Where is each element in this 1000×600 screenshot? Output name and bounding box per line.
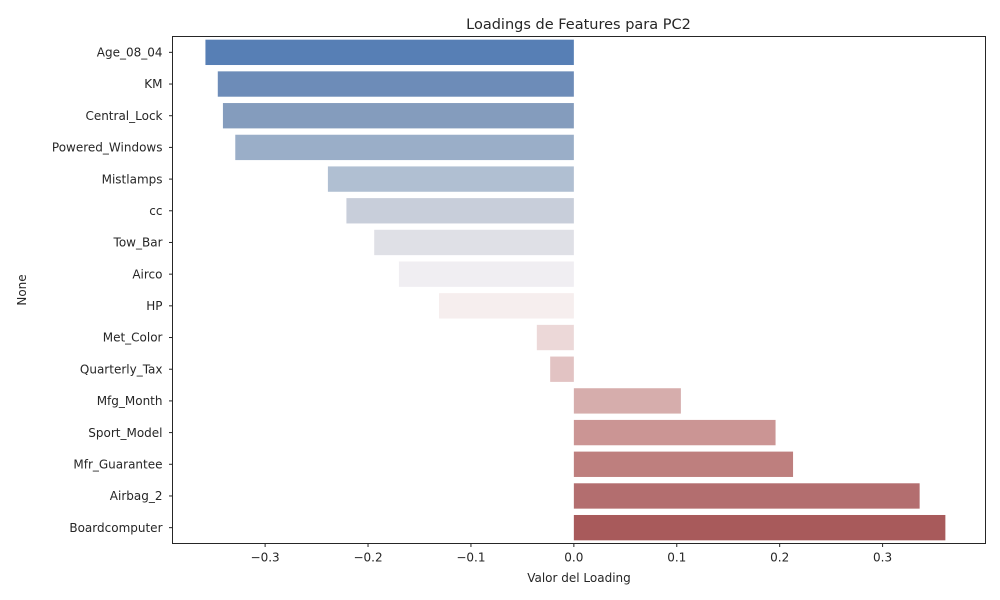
y-tick-label: Powered_Windows	[52, 141, 163, 155]
y-tick-label: Sport_Model	[88, 426, 162, 440]
bar-km	[217, 71, 574, 97]
y-tick-label: Tow_Bar	[113, 236, 163, 250]
y-tick-label: Age_08_04	[97, 46, 163, 60]
y-tick-label: Met_Color	[103, 331, 163, 345]
bar-central-lock	[222, 103, 574, 129]
y-tick-label: Mistlamps	[102, 172, 163, 186]
chart-title: Loadings de Features para PC2	[466, 17, 691, 33]
bar-met-color	[536, 324, 574, 351]
y-tick-label: Mfr_Guarantee	[73, 457, 162, 471]
bar-mistlamps	[327, 166, 574, 192]
x-tick-label: 0.0	[564, 551, 583, 565]
bar-airbag-2	[573, 483, 920, 509]
bar-mfr-guarantee	[573, 451, 794, 477]
bar-cc	[346, 198, 574, 224]
bar-powered-windows	[235, 134, 574, 161]
x-tick-label: −0.1	[456, 551, 485, 565]
x-tick-label: −0.3	[251, 551, 280, 565]
bar-hp	[439, 293, 574, 319]
bar-age-08-04	[205, 39, 574, 66]
x-tick-label: 0.2	[770, 551, 789, 565]
y-tick-label: Quarterly_Tax	[80, 362, 163, 376]
y-tick-label: HP	[146, 299, 162, 313]
y-tick-label: KM	[144, 77, 162, 91]
plot-frame	[172, 36, 986, 544]
y-tick-label: Airco	[132, 267, 162, 281]
x-tick-label: 0.3	[873, 551, 892, 565]
bar-sport-model	[573, 419, 776, 446]
bars-group	[205, 39, 946, 541]
x-axis-ticks: −0.3 −0.2 −0.1 0.0 0.1 0.2 0.3	[251, 543, 892, 565]
bar-quarterly-tax	[550, 356, 574, 382]
bar-airco	[398, 261, 574, 287]
x-axis-label: Valor del Loading	[527, 571, 631, 585]
y-axis-label: None	[15, 274, 29, 305]
y-axis-ticks: Age_08_04 KM Central_Lock Powered_Windows Mi…	[52, 46, 173, 535]
x-tick-label: 0.1	[667, 551, 686, 565]
bar-tow-bar	[374, 229, 574, 256]
y-tick-label: cc	[149, 204, 162, 218]
y-tick-label: Airbag_2	[110, 489, 163, 503]
x-tick-label: −0.2	[353, 551, 382, 565]
y-tick-label: Central_Lock	[85, 109, 162, 123]
bar-mfg-month	[573, 388, 681, 414]
bar-boardcomputer	[573, 514, 946, 541]
y-tick-label: Mfg_Month	[97, 394, 163, 408]
y-tick-label: Boardcomputer	[69, 521, 162, 535]
